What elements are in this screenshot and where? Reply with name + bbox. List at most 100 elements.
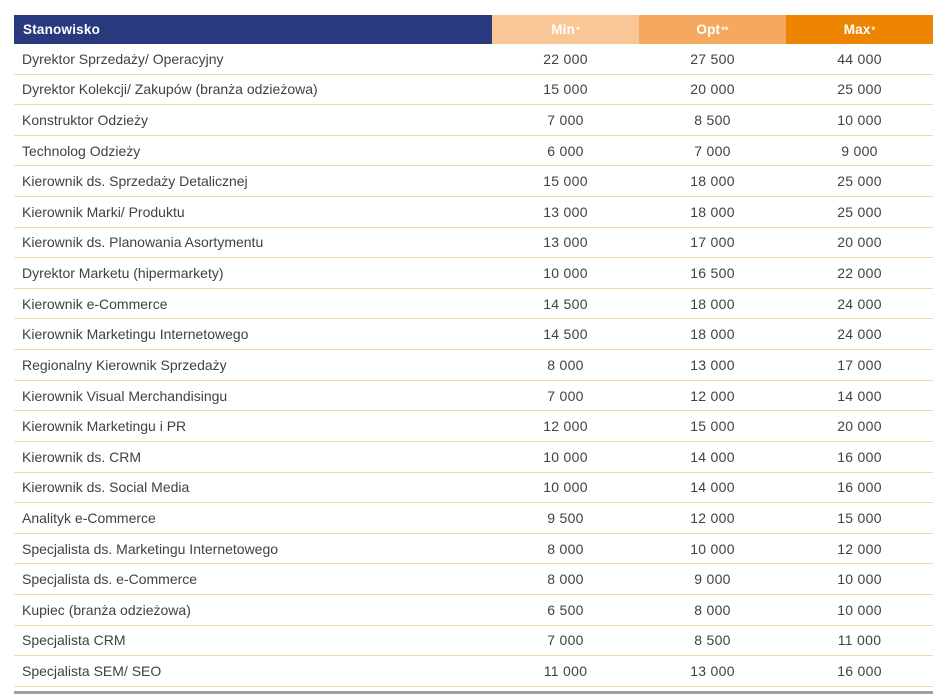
header-stanowisko: Stanowisko bbox=[14, 15, 492, 44]
position-cell: Analityk e-Commerce bbox=[22, 509, 156, 526]
opt-cell: 18 000 bbox=[690, 326, 735, 343]
opt-cell: 27 500 bbox=[690, 50, 735, 67]
position-cell: Kierownik ds. Social Media bbox=[22, 479, 190, 496]
max-cell: 12 000 bbox=[837, 540, 882, 557]
opt-cell: 20 000 bbox=[690, 81, 735, 98]
position-cell: Kierownik ds. Sprzedaży Detalicznej bbox=[22, 173, 248, 190]
max-cell: 20 000 bbox=[837, 418, 882, 435]
table-row: Kierownik Marki/ Produktu 13 000 18 000 … bbox=[14, 197, 933, 228]
position-cell: Kierownik Marketingu Internetowego bbox=[22, 326, 249, 343]
header-min-label: Min bbox=[551, 22, 576, 37]
position-cell: Kierownik ds. CRM bbox=[22, 448, 142, 465]
position-cell: Specjalista SEM/ SEO bbox=[22, 662, 162, 679]
max-cell: 24 000 bbox=[837, 326, 882, 343]
table-row: Kierownik Marketingu Internetowego 14 50… bbox=[14, 319, 933, 351]
table-row: Kierownik ds. CRM 10 000 14 000 16 000 bbox=[14, 442, 933, 473]
max-cell: 15 000 bbox=[837, 509, 882, 526]
table-row: Specjalista ds. Marketingu Internetowego… bbox=[14, 534, 933, 565]
position-cell: Dyrektor Sprzedaży/ Operacyjny bbox=[22, 50, 224, 67]
min-cell: 7 000 bbox=[547, 387, 584, 404]
max-cell: 24 000 bbox=[837, 295, 882, 312]
header-max-label: Max bbox=[843, 22, 871, 37]
opt-cell: 8 000 bbox=[694, 601, 731, 618]
table-row: Kierownik e-Commerce 14 500 18 000 24 00… bbox=[14, 289, 933, 320]
min-cell: 10 000 bbox=[543, 479, 588, 496]
max-cell: 11 000 bbox=[837, 632, 882, 649]
opt-cell: 12 000 bbox=[690, 387, 735, 404]
table-row: Dyrektor Sprzedaży/ Operacyjny 22 000 27… bbox=[14, 44, 933, 75]
opt-cell: 10 000 bbox=[690, 540, 735, 557]
header-opt-label: Opt bbox=[696, 22, 721, 37]
min-cell: 9 500 bbox=[547, 509, 584, 526]
table-row: Specjalista CRM 7 000 8 500 11 000 bbox=[14, 626, 933, 657]
table-row: Kierownik ds. Planowania Asortymentu 13 … bbox=[14, 228, 933, 259]
min-cell: 7 000 bbox=[547, 112, 584, 129]
opt-cell: 7 000 bbox=[694, 142, 731, 159]
header-max: Max * bbox=[786, 15, 933, 44]
table-body: Dyrektor Sprzedaży/ Operacyjny 22 000 27… bbox=[14, 44, 933, 687]
min-cell: 11 000 bbox=[543, 662, 588, 679]
max-cell: 44 000 bbox=[837, 50, 882, 67]
opt-cell: 15 000 bbox=[690, 418, 735, 435]
table-row: Konstruktor Odzieży 7 000 8 500 10 000 bbox=[14, 105, 933, 136]
max-cell: 14 000 bbox=[837, 387, 882, 404]
position-cell: Regionalny Kierownik Sprzedaży bbox=[22, 356, 227, 373]
opt-cell: 14 000 bbox=[690, 448, 735, 465]
table-row: Specjalista ds. e-Commerce 8 000 9 000 1… bbox=[14, 564, 933, 595]
min-cell: 8 000 bbox=[547, 540, 584, 557]
opt-cell: 17 000 bbox=[690, 234, 735, 251]
opt-cell: 18 000 bbox=[690, 295, 735, 312]
min-cell: 15 000 bbox=[543, 173, 588, 190]
position-cell: Specjalista ds. e-Commerce bbox=[22, 571, 198, 588]
table-row: Technolog Odzieży 6 000 7 000 9 000 bbox=[14, 136, 933, 167]
table-row: Dyrektor Marketu (hipermarkety) 10 000 1… bbox=[14, 258, 933, 289]
opt-cell: 14 000 bbox=[690, 479, 735, 496]
position-cell: Dyrektor Marketu (hipermarkety) bbox=[22, 265, 224, 282]
bottom-divider-bar bbox=[14, 690, 933, 694]
position-cell: Kierownik Visual Merchandisingu bbox=[22, 387, 228, 404]
min-cell: 22 000 bbox=[543, 50, 588, 67]
min-cell: 13 000 bbox=[543, 203, 588, 220]
position-cell: Kierownik ds. Planowania Asortymentu bbox=[22, 234, 264, 251]
min-cell: 14 500 bbox=[543, 326, 588, 343]
max-cell: 16 000 bbox=[837, 662, 882, 679]
max-cell: 10 000 bbox=[837, 112, 882, 129]
header-stanowisko-label: Stanowisko bbox=[23, 22, 101, 37]
table-row: Kierownik ds. Sprzedaży Detalicznej 15 0… bbox=[14, 166, 933, 198]
min-cell: 8 000 bbox=[547, 356, 584, 373]
table-row: Kierownik Visual Merchandisingu 7 000 12… bbox=[14, 381, 933, 412]
position-cell: Kierownik e-Commerce bbox=[22, 295, 168, 312]
opt-cell: 12 000 bbox=[690, 509, 735, 526]
opt-cell: 13 000 bbox=[690, 356, 735, 373]
max-cell: 10 000 bbox=[837, 601, 882, 618]
max-cell: 22 000 bbox=[837, 265, 882, 282]
min-cell: 14 500 bbox=[543, 295, 588, 312]
table-row: Analityk e-Commerce 9 500 12 000 15 000 bbox=[14, 503, 933, 534]
opt-cell: 8 500 bbox=[694, 632, 731, 649]
salary-table: Stanowisko Min * Opt ** Max * Dyrektor Sprz… bbox=[14, 15, 933, 694]
min-cell: 10 000 bbox=[543, 265, 588, 282]
opt-cell: 8 500 bbox=[694, 112, 731, 129]
min-cell: 15 000 bbox=[543, 81, 588, 98]
opt-cell: 18 000 bbox=[690, 203, 735, 220]
opt-cell: 9 000 bbox=[694, 571, 731, 588]
table-row: Kierownik Marketingu i PR 12 000 15 000 … bbox=[14, 411, 933, 442]
table-header: Stanowisko Min * Opt ** Max * bbox=[14, 15, 933, 44]
min-cell: 10 000 bbox=[543, 448, 588, 465]
max-cell: 9 000 bbox=[841, 142, 878, 159]
opt-cell: 18 000 bbox=[690, 173, 735, 190]
position-cell: Kierownik Marki/ Produktu bbox=[22, 203, 185, 220]
table-row: Kierownik ds. Social Media 10 000 14 000… bbox=[14, 473, 933, 504]
opt-cell: 16 500 bbox=[690, 265, 735, 282]
min-cell: 12 000 bbox=[543, 418, 588, 435]
max-cell: 20 000 bbox=[837, 234, 882, 251]
min-cell: 8 000 bbox=[547, 571, 584, 588]
position-cell: Kierownik Marketingu i PR bbox=[22, 418, 187, 435]
max-cell: 25 000 bbox=[837, 81, 882, 98]
min-cell: 13 000 bbox=[543, 234, 588, 251]
table-row: Dyrektor Kolekcji/ Zakupów (branża odzie… bbox=[14, 75, 933, 106]
max-cell: 17 000 bbox=[837, 356, 882, 373]
max-cell: 25 000 bbox=[837, 203, 882, 220]
header-min: Min * bbox=[492, 15, 639, 44]
min-cell: 6 500 bbox=[547, 601, 584, 618]
